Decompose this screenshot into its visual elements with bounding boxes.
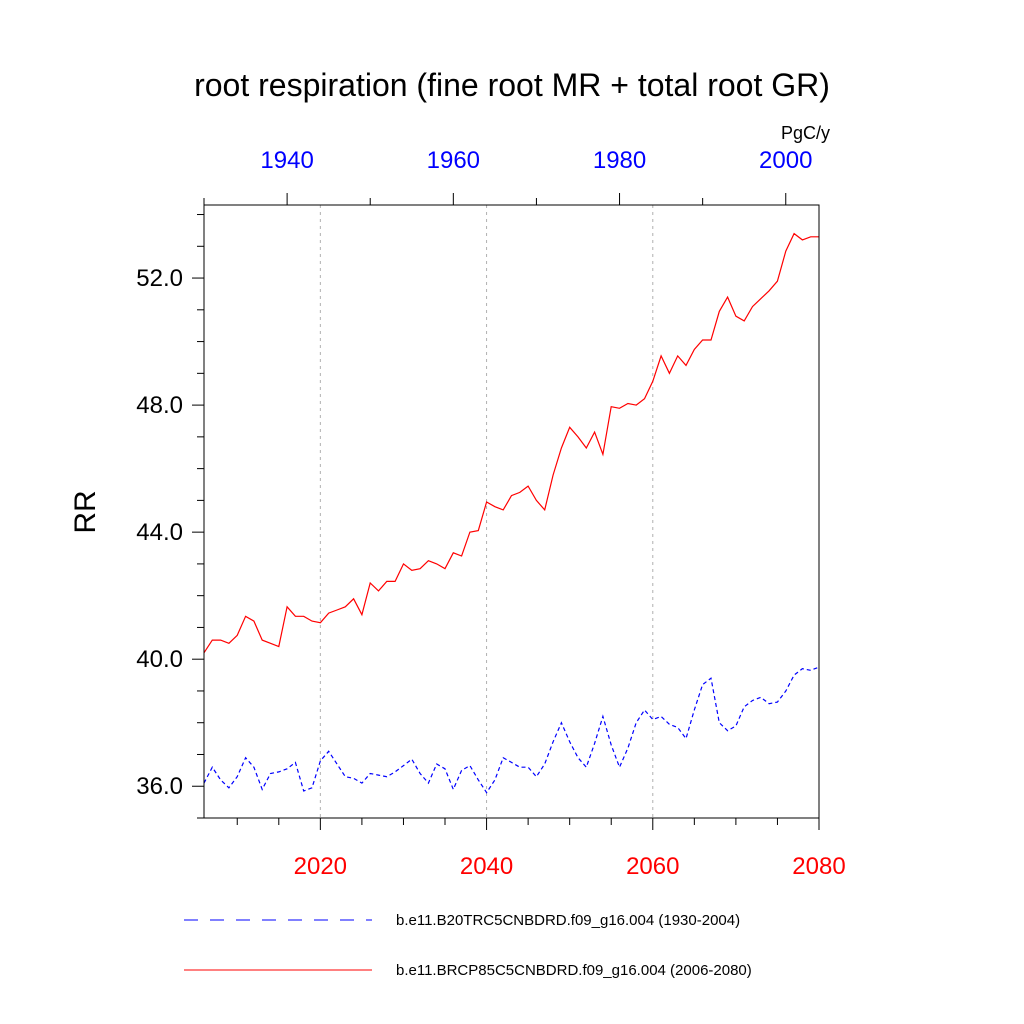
y-axis-label: RR [69,490,102,533]
grid-lines [319,205,654,818]
legend-label: b.e11.B20TRC5CNBDRD.f09_g16.004 (1930-20… [396,912,740,929]
future-series-line [203,232,819,654]
chart-title: root respiration (fine root MR + total r… [194,67,830,103]
bottom-x-tick-label: 2060 [626,853,679,880]
bottom-x-tick-label: 2040 [460,853,513,880]
historical-series-line [203,666,820,794]
bottom-x-tick-label: 2020 [294,853,347,880]
axes: 2020 2040 2060 2080 1940 1960 1980 2000 36.0 40.0… [136,147,845,880]
legend-label: b.e11.BRCP85C5CNBDRD.f09_g16.004 (2006-2… [396,962,752,979]
plot-frame [203,204,820,819]
top-x-tick-label: 2000 [759,147,812,174]
series-layer [203,232,820,794]
units-label: PgC/y [781,123,830,143]
top-x-tick-label: 1980 [593,147,646,174]
top-x-tick-label: 1960 [427,147,480,174]
y-tick-label: 36.0 [136,773,183,800]
top-x-tick-label: 1940 [260,147,313,174]
legend: b.e11.B20TRC5CNBDRD.f09_g16.004 (1930-20… [184,912,752,979]
bottom-x-tick-label: 2080 [792,853,845,880]
y-tick-label: 52.0 [136,265,183,292]
y-tick-label: 40.0 [136,646,183,673]
y-tick-label: 48.0 [136,392,183,419]
y-tick-label: 44.0 [136,519,183,546]
